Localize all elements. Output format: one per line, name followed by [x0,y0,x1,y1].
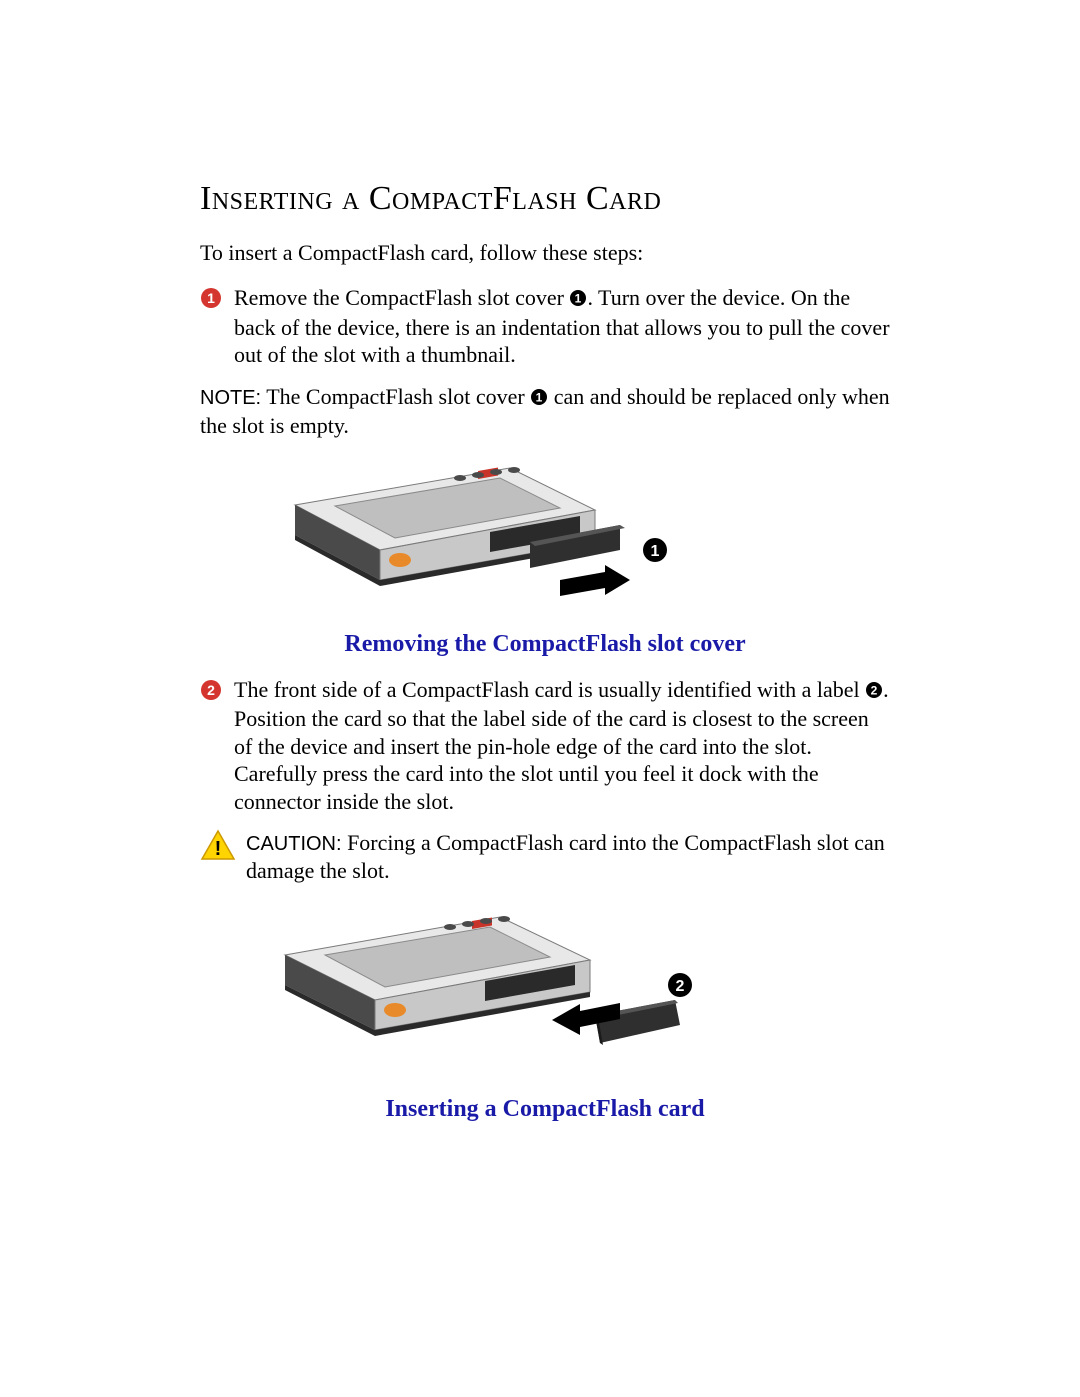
caution-block: ! CAUTION: Forcing a CompactFlash card i… [200,829,890,885]
svg-text:1: 1 [536,390,543,404]
caution-text: CAUTION: Forcing a CompactFlash card int… [246,829,890,885]
step-2-bullet-icon: 2 [200,679,228,701]
svg-text:!: ! [215,838,222,860]
svg-text:1: 1 [575,292,582,306]
note-label: NOTE: [200,387,261,409]
callout-1-inline-icon: 1 [569,286,587,314]
figure-1-caption: Removing the CompactFlash slot cover [200,631,890,658]
svg-text:2: 2 [676,978,685,995]
figure-1: 1 Removing the CompactFlash slot cover [200,450,890,658]
step-2: 2 The front side of a CompactFlash card … [200,676,890,816]
step-1-text: Remove the CompactFlash slot cover 1. Tu… [234,284,890,369]
step-1: 1 Remove the CompactFlash slot cover 1. … [200,284,890,369]
svg-text:1: 1 [651,543,660,560]
page-title: Inserting a CompactFlash Card [200,180,890,218]
callout-2-inline-icon: 2 [865,678,883,706]
step-2-text: The front side of a CompactFlash card is… [234,676,890,816]
svg-text:2: 2 [207,682,215,698]
figure-2: 2 Inserting a CompactFlash card [200,895,890,1123]
caution-label: CAUTION: [246,833,342,855]
step-1-bullet-icon: 1 [200,287,228,309]
caution-icon: ! [200,829,240,861]
figure-2-illustration: 2 [200,895,700,1090]
figure-1-illustration: 1 [200,450,680,625]
intro-text: To insert a CompactFlash card, follow th… [200,240,890,266]
svg-text:2: 2 [871,683,878,697]
svg-text:1: 1 [207,290,215,306]
figure-2-caption: Inserting a CompactFlash card [200,1096,890,1123]
callout-1-note-icon: 1 [530,385,548,413]
note-block: NOTE: The CompactFlash slot cover 1 can … [200,383,890,440]
